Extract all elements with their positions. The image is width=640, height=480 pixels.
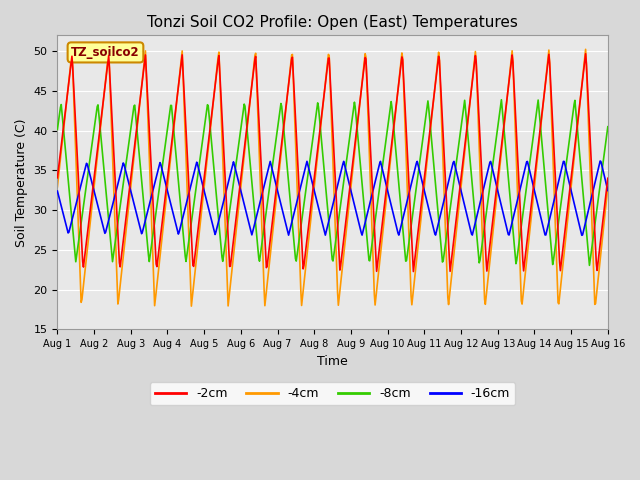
Text: TZ_soilco2: TZ_soilco2 <box>71 46 140 59</box>
Y-axis label: Soil Temperature (C): Soil Temperature (C) <box>15 118 28 247</box>
Title: Tonzi Soil CO2 Profile: Open (East) Temperatures: Tonzi Soil CO2 Profile: Open (East) Temp… <box>147 15 518 30</box>
X-axis label: Time: Time <box>317 355 348 368</box>
Legend: -2cm, -4cm, -8cm, -16cm: -2cm, -4cm, -8cm, -16cm <box>150 383 515 406</box>
